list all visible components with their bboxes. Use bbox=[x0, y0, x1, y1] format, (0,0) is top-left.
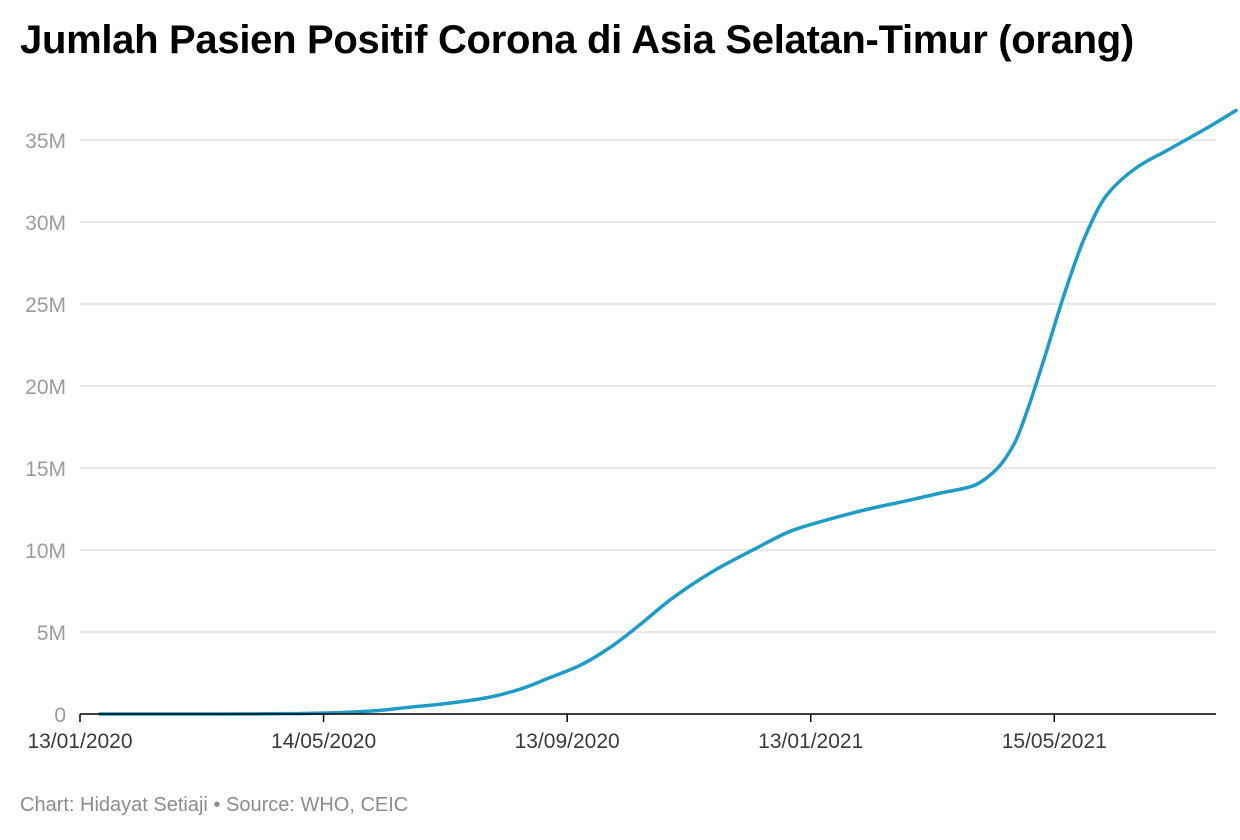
series-line bbox=[98, 108, 1238, 716]
x-tick-label: 14/05/2020 bbox=[271, 730, 376, 753]
x-tick-label: 13/01/2020 bbox=[27, 730, 132, 753]
series-layer bbox=[98, 108, 1238, 716]
y-tick-label: 35M bbox=[25, 130, 66, 153]
y-tick-label: 30M bbox=[25, 212, 66, 235]
x-tick-label: 13/01/2021 bbox=[758, 730, 863, 753]
chart-footer: Chart: Hidayat Setiaji • Source: WHO, CE… bbox=[20, 794, 409, 816]
y-axis-ticks: 0 5M 10M 15M 20M 25M 30M 35M bbox=[25, 130, 66, 727]
y-tick-label: 20M bbox=[25, 376, 66, 399]
y-tick-label: 15M bbox=[25, 458, 66, 481]
y-tick-label: 0 bbox=[54, 704, 66, 727]
x-axis-ticks: 13/01/2020 14/05/2020 13/09/2020 13/01/2021… bbox=[27, 714, 1107, 753]
y-tick-label: 5M bbox=[37, 622, 66, 645]
x-tick-label: 15/05/2021 bbox=[1002, 730, 1107, 753]
gridlines bbox=[80, 139, 1216, 633]
line-chart: 0 5M 10M 15M 20M 25M 30M 35M 13/01/2020 14/05/20… bbox=[25, 108, 1238, 753]
x-tick-label: 13/09/2020 bbox=[515, 730, 620, 753]
y-tick-label: 25M bbox=[25, 294, 66, 317]
chart-title: Jumlah Pasien Positif Corona di Asia Sel… bbox=[20, 18, 1134, 62]
y-tick-label: 10M bbox=[25, 540, 66, 563]
